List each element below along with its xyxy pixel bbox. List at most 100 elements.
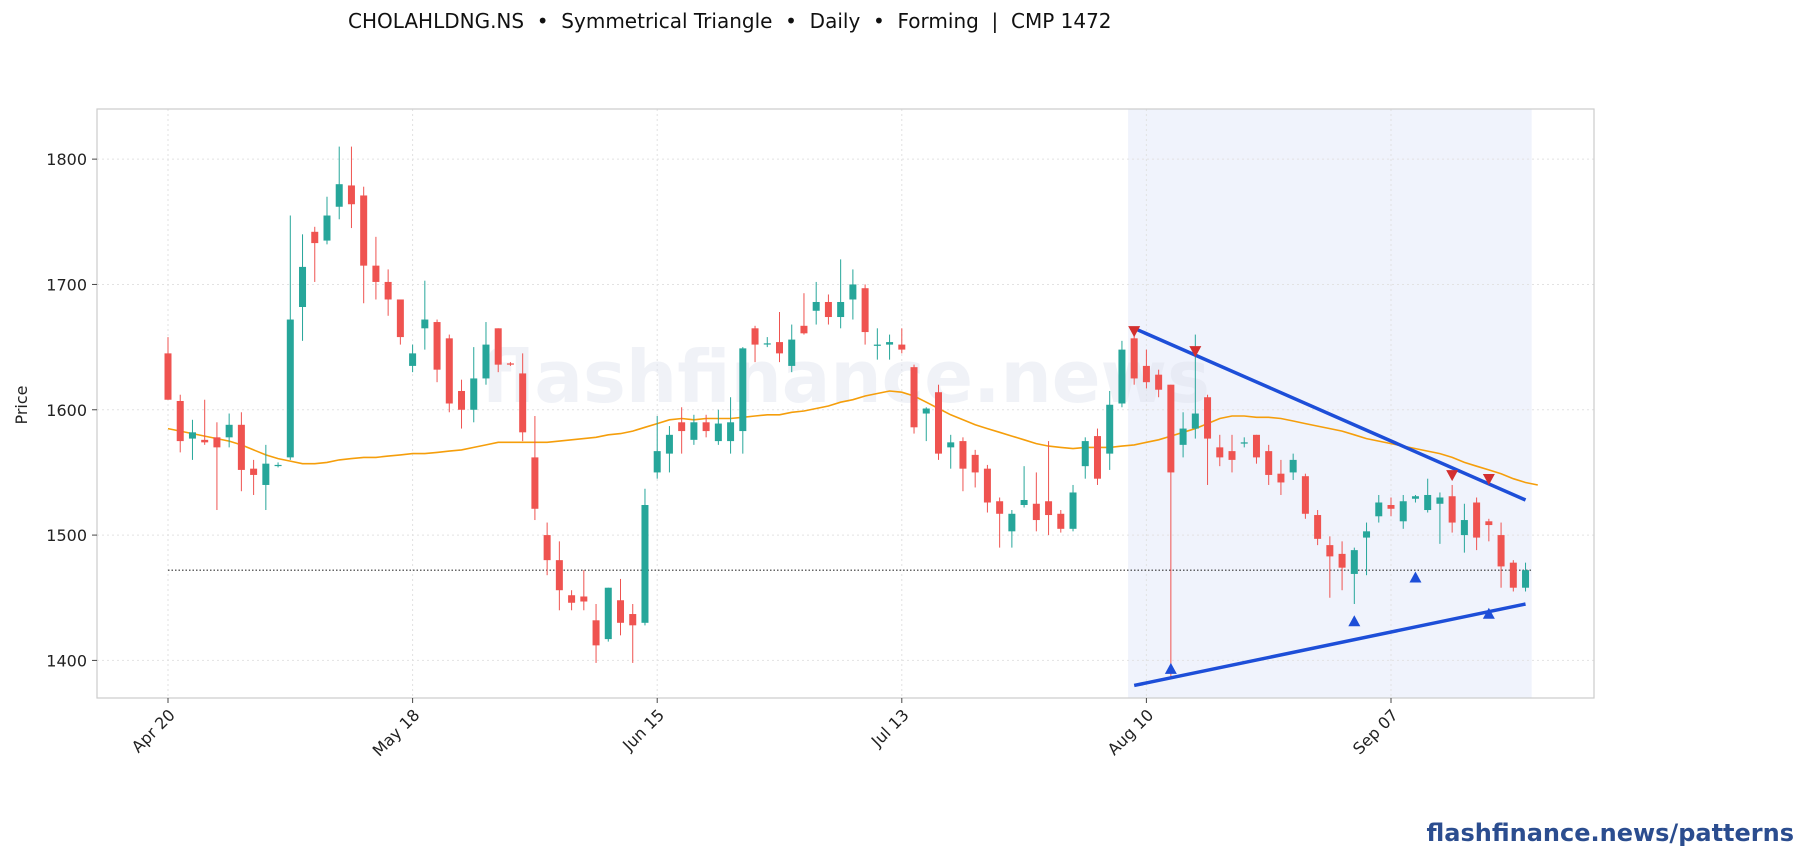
candle-body <box>421 319 429 329</box>
y-tick-label: 1400 <box>46 651 87 670</box>
candle-body <box>1485 521 1493 526</box>
candle-body <box>678 422 686 432</box>
candle-body <box>1277 473 1285 483</box>
candle-body <box>1204 397 1212 439</box>
candle-body <box>1093 436 1101 479</box>
candle-body <box>188 432 196 439</box>
candle-body <box>1240 442 1248 444</box>
candle-body <box>1301 476 1309 514</box>
candle-body <box>1497 535 1505 567</box>
plot-frame <box>96 108 1595 699</box>
candle-body <box>1375 502 1383 517</box>
candle-body <box>1216 447 1224 458</box>
candle-body <box>568 595 576 603</box>
candle-body <box>445 338 453 404</box>
swing-low-marker <box>1482 607 1495 619</box>
footer-link[interactable]: flashfinance.news/patterns <box>1426 819 1794 847</box>
candle-body <box>409 353 417 366</box>
candle-body <box>347 185 355 205</box>
candle-body <box>641 505 649 623</box>
swing-high-marker <box>1128 326 1141 338</box>
candle-body <box>604 587 612 640</box>
candle-body <box>983 468 991 503</box>
candle-body <box>494 328 502 365</box>
candle-body <box>824 301 832 318</box>
candle-body <box>286 319 294 458</box>
candle-body <box>617 600 625 623</box>
candle-body <box>1045 501 1053 516</box>
candle-body <box>788 339 796 366</box>
candle-body <box>1363 531 1371 538</box>
x-tick-label: Jul 13 <box>867 705 913 751</box>
candle-body <box>996 501 1004 514</box>
watermark: flashfinance.news <box>481 335 1210 419</box>
candle-body <box>1142 365 1150 383</box>
y-tick-label: 1800 <box>46 150 87 169</box>
candle-body <box>274 464 282 467</box>
upper-trendline <box>1133 326 1527 502</box>
x-tick-label: May 18 <box>369 705 424 760</box>
candle-body <box>201 439 209 443</box>
candle-body <box>653 451 661 473</box>
x-tick-label: Aug 10 <box>1104 705 1158 759</box>
candle-body <box>323 215 331 241</box>
candle-body <box>250 468 258 475</box>
candle-body <box>1411 496 1419 499</box>
candle-body <box>225 424 233 438</box>
candle-body <box>1399 501 1407 522</box>
candle-body <box>262 463 270 485</box>
candle-body <box>702 422 710 432</box>
candle-body <box>1179 428 1187 445</box>
candle-body <box>1167 384 1175 473</box>
candle-body <box>947 442 955 448</box>
candle-body <box>335 184 343 207</box>
candle-body <box>665 434 673 454</box>
candle-body <box>1057 513 1065 529</box>
candle-body <box>1228 451 1236 460</box>
candle-body <box>776 342 783 354</box>
candle-body <box>470 378 478 410</box>
candle-body <box>1118 349 1126 404</box>
candle-body <box>898 344 906 350</box>
candle-body <box>873 344 881 346</box>
candle-body <box>837 301 845 318</box>
candle-body <box>543 535 551 561</box>
candle-body <box>1326 545 1334 557</box>
candle-body <box>1436 497 1444 504</box>
candle-body <box>751 328 759 345</box>
swing-low-marker <box>1348 615 1361 627</box>
candle-body <box>1032 503 1040 521</box>
swing-high-marker <box>1446 470 1459 482</box>
candle-body <box>763 343 771 345</box>
candle-body <box>311 231 319 244</box>
candle-body <box>1522 570 1530 588</box>
swing-high-marker <box>1189 346 1202 358</box>
candle-body <box>1448 496 1456 523</box>
candle-body <box>213 437 221 448</box>
candle-body <box>1460 520 1468 536</box>
candle-body <box>1252 434 1260 458</box>
candle-body <box>580 596 588 602</box>
y-tick-label: 1700 <box>46 275 87 294</box>
candle-body <box>384 281 392 300</box>
candle-body <box>861 288 869 333</box>
candle-body <box>1106 404 1114 454</box>
candle-body <box>299 266 307 308</box>
candle-body <box>800 325 808 334</box>
candle-body <box>433 322 441 370</box>
candle-body <box>592 620 600 646</box>
chart-title: CHOLAHLDNG.NS • Symmetrical Triangle • D… <box>348 9 1112 33</box>
candle-body <box>237 424 245 470</box>
candle-body <box>519 373 527 433</box>
candle-body <box>1350 550 1358 574</box>
candle-body <box>690 422 698 440</box>
candle-body <box>164 353 172 400</box>
candle-body <box>458 390 466 410</box>
moving-average-line <box>167 390 1538 486</box>
candle-body <box>1069 492 1077 529</box>
candle-body <box>176 400 184 442</box>
swing-low-marker <box>1409 571 1422 583</box>
candle-body <box>922 408 930 414</box>
x-tick-label: Apr 20 <box>128 705 179 756</box>
candle-body <box>934 392 942 454</box>
